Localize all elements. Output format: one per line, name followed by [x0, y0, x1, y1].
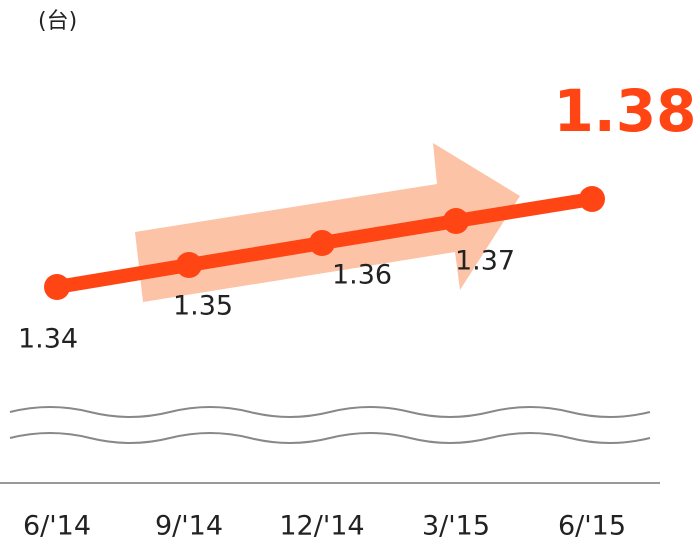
value-label: 1.37: [455, 246, 515, 277]
value-label: 1.38: [553, 77, 696, 145]
x-tick-label: 6/'15: [558, 511, 626, 542]
x-tick-label: 6/'14: [23, 511, 91, 542]
value-label: 1.34: [18, 324, 78, 355]
x-tick-label: 9/'14: [155, 511, 223, 542]
value-label: 1.35: [173, 291, 233, 322]
break-line: [9, 406, 651, 418]
marker: [443, 208, 469, 234]
x-tick-label: 3/'15: [422, 511, 490, 542]
unit-label: (台): [38, 9, 77, 34]
marker: [309, 230, 335, 256]
break-line: [9, 432, 651, 444]
x-tick-label: 12/'14: [279, 511, 364, 542]
value-label: 1.36: [332, 260, 392, 291]
marker: [579, 186, 605, 212]
marker: [176, 252, 202, 278]
marker: [44, 274, 70, 300]
